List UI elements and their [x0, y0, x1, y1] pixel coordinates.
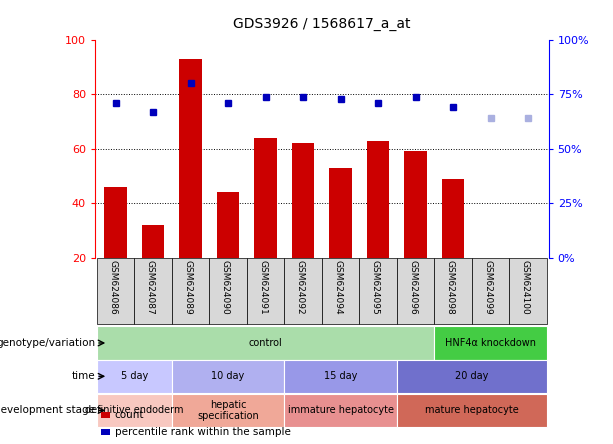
Text: GSM624098: GSM624098	[446, 259, 455, 314]
Bar	[329, 168, 352, 258]
Bar	[509, 258, 547, 324]
Bar	[397, 394, 547, 427]
Bar	[210, 258, 247, 324]
Bar	[104, 187, 127, 258]
Text: GSM624094: GSM624094	[333, 259, 343, 314]
Bar	[172, 360, 284, 393]
Bar	[97, 258, 134, 324]
Text: GSM624099: GSM624099	[484, 259, 492, 314]
Bar	[322, 258, 359, 324]
Text: mature hepatocyte: mature hepatocyte	[425, 405, 519, 416]
Bar	[442, 178, 464, 258]
Text: 5 day: 5 day	[121, 371, 148, 381]
Text: time: time	[71, 371, 95, 381]
Text: count: count	[115, 410, 144, 420]
Bar	[180, 59, 202, 258]
Text: GSM624092: GSM624092	[296, 259, 305, 314]
Text: GSM624096: GSM624096	[408, 259, 417, 314]
Text: GSM624086: GSM624086	[109, 259, 118, 314]
Text: GSM624087: GSM624087	[146, 259, 155, 314]
Bar	[247, 258, 284, 324]
Bar	[217, 192, 239, 258]
Bar	[142, 225, 164, 258]
Bar	[517, 258, 539, 279]
Text: GSM624091: GSM624091	[259, 259, 267, 314]
Bar	[434, 258, 472, 324]
Text: immature hepatocyte: immature hepatocyte	[287, 405, 394, 416]
Text: 10 day: 10 day	[211, 371, 245, 381]
Bar	[359, 258, 397, 324]
Bar	[292, 143, 314, 258]
Text: GSM624089: GSM624089	[183, 259, 192, 314]
Text: HNF4α knockdown: HNF4α knockdown	[445, 338, 536, 348]
Bar	[397, 258, 434, 324]
Bar	[397, 360, 547, 393]
Text: development stage: development stage	[0, 405, 95, 416]
Text: 20 day: 20 day	[455, 371, 489, 381]
Bar	[172, 258, 210, 324]
Text: percentile rank within the sample: percentile rank within the sample	[115, 427, 291, 437]
Bar	[254, 138, 277, 258]
Text: GDS3926 / 1568617_a_at: GDS3926 / 1568617_a_at	[233, 17, 411, 31]
Bar	[479, 258, 502, 285]
Text: 15 day: 15 day	[324, 371, 357, 381]
Bar	[284, 258, 322, 324]
Text: hepatic
specification: hepatic specification	[197, 400, 259, 421]
Bar	[97, 360, 172, 393]
Bar	[434, 326, 547, 360]
Text: GSM624090: GSM624090	[221, 259, 230, 314]
Bar	[367, 141, 389, 258]
Bar	[284, 394, 397, 427]
Bar	[97, 394, 172, 427]
Text: control: control	[249, 338, 283, 348]
Bar	[97, 326, 434, 360]
Bar	[405, 151, 427, 258]
Text: definitive endoderm: definitive endoderm	[85, 405, 184, 416]
Bar	[172, 394, 284, 427]
Text: genotype/variation: genotype/variation	[0, 338, 95, 348]
Text: GSM624095: GSM624095	[371, 259, 380, 314]
Bar	[472, 258, 509, 324]
Bar	[284, 360, 397, 393]
Bar	[134, 258, 172, 324]
Text: GSM624100: GSM624100	[521, 259, 530, 314]
